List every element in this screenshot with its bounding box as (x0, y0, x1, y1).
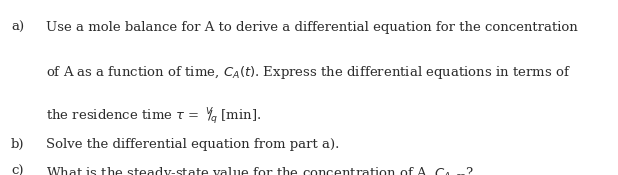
Text: b): b) (11, 138, 25, 151)
Text: Solve the differential equation from part a).: Solve the differential equation from par… (46, 138, 340, 151)
Text: of A as a function of time, $\mathit{C_A}(t)$. Express the differential equation: of A as a function of time, $\mathit{C_A… (46, 64, 572, 81)
Text: Use a mole balance for A to derive a differential equation for the concentration: Use a mole balance for A to derive a dif… (46, 21, 578, 34)
Text: the residence time $\tau$ = $\,^V\!\!/\!_q$ [min].: the residence time $\tau$ = $\,^V\!\!/\!… (46, 107, 261, 127)
Text: a): a) (11, 21, 24, 34)
Text: c): c) (11, 165, 23, 175)
Text: What is the steady-state value for the concentration of A, $C_{A,ss}$?: What is the steady-state value for the c… (46, 165, 474, 175)
